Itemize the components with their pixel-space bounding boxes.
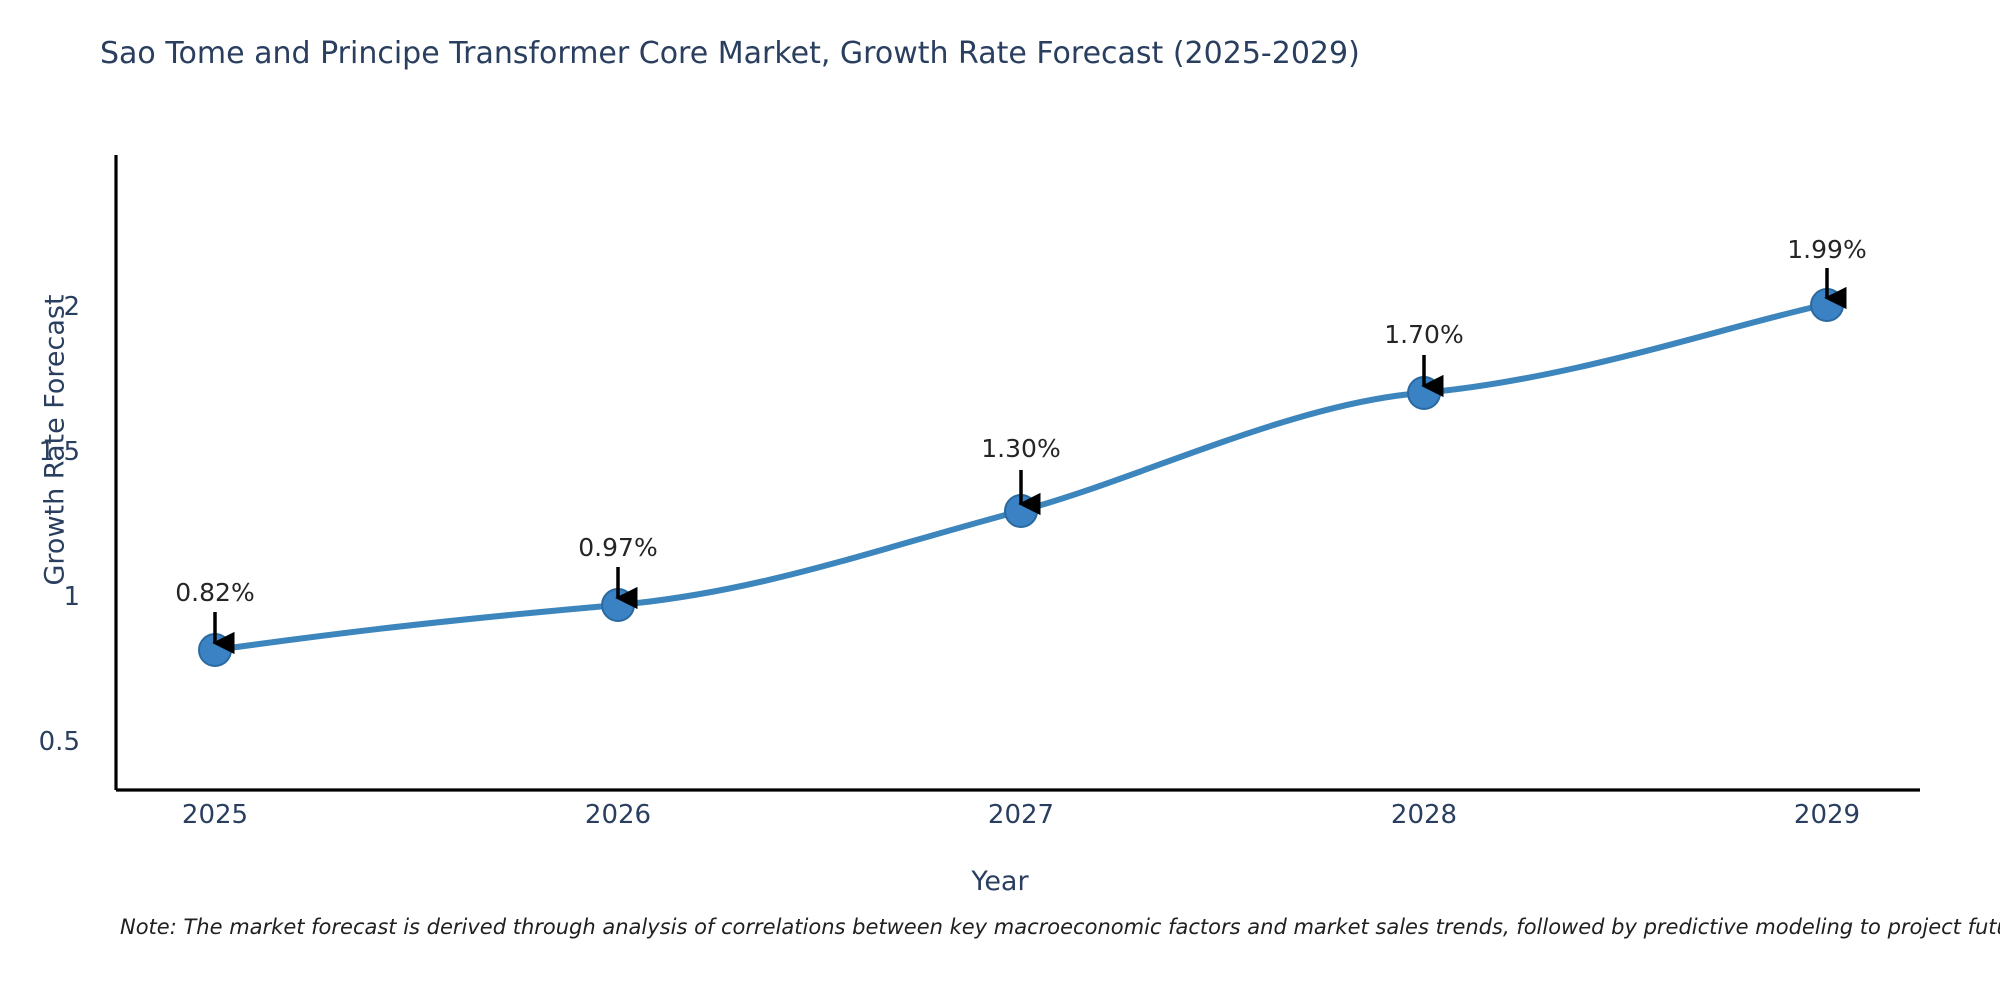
point-annotation-2026: 0.97% <box>578 533 658 562</box>
y-tick-label-2: 2 <box>63 292 80 322</box>
point-annotation-2027: 1.30% <box>981 434 1061 463</box>
point-annotation-2029: 1.99% <box>1787 235 1867 264</box>
x-tick-label-2029: 2029 <box>1793 800 1861 830</box>
chart-title: Sao Tome and Principe Transformer Core M… <box>100 36 1360 71</box>
point-annotation-2025: 0.82% <box>175 578 255 607</box>
x-axis-title: Year <box>971 866 1029 897</box>
y-tick-label-1: 1 <box>63 582 80 612</box>
x-tick-label-2026: 2026 <box>584 800 652 830</box>
footer-note: Note: The market forecast is derived thr… <box>120 915 2000 939</box>
y-tick-label-0.5: 0.5 <box>38 727 80 757</box>
x-tick-label-2025: 2025 <box>181 800 249 830</box>
y-tick-label-1.5: 1.5 <box>38 437 80 467</box>
x-tick-label-2028: 2028 <box>1390 800 1458 830</box>
x-tick-label-2027: 2027 <box>987 800 1055 830</box>
point-annotation-2028: 1.70% <box>1384 320 1464 349</box>
data-line-growth-rate-forecast <box>212 302 1826 653</box>
